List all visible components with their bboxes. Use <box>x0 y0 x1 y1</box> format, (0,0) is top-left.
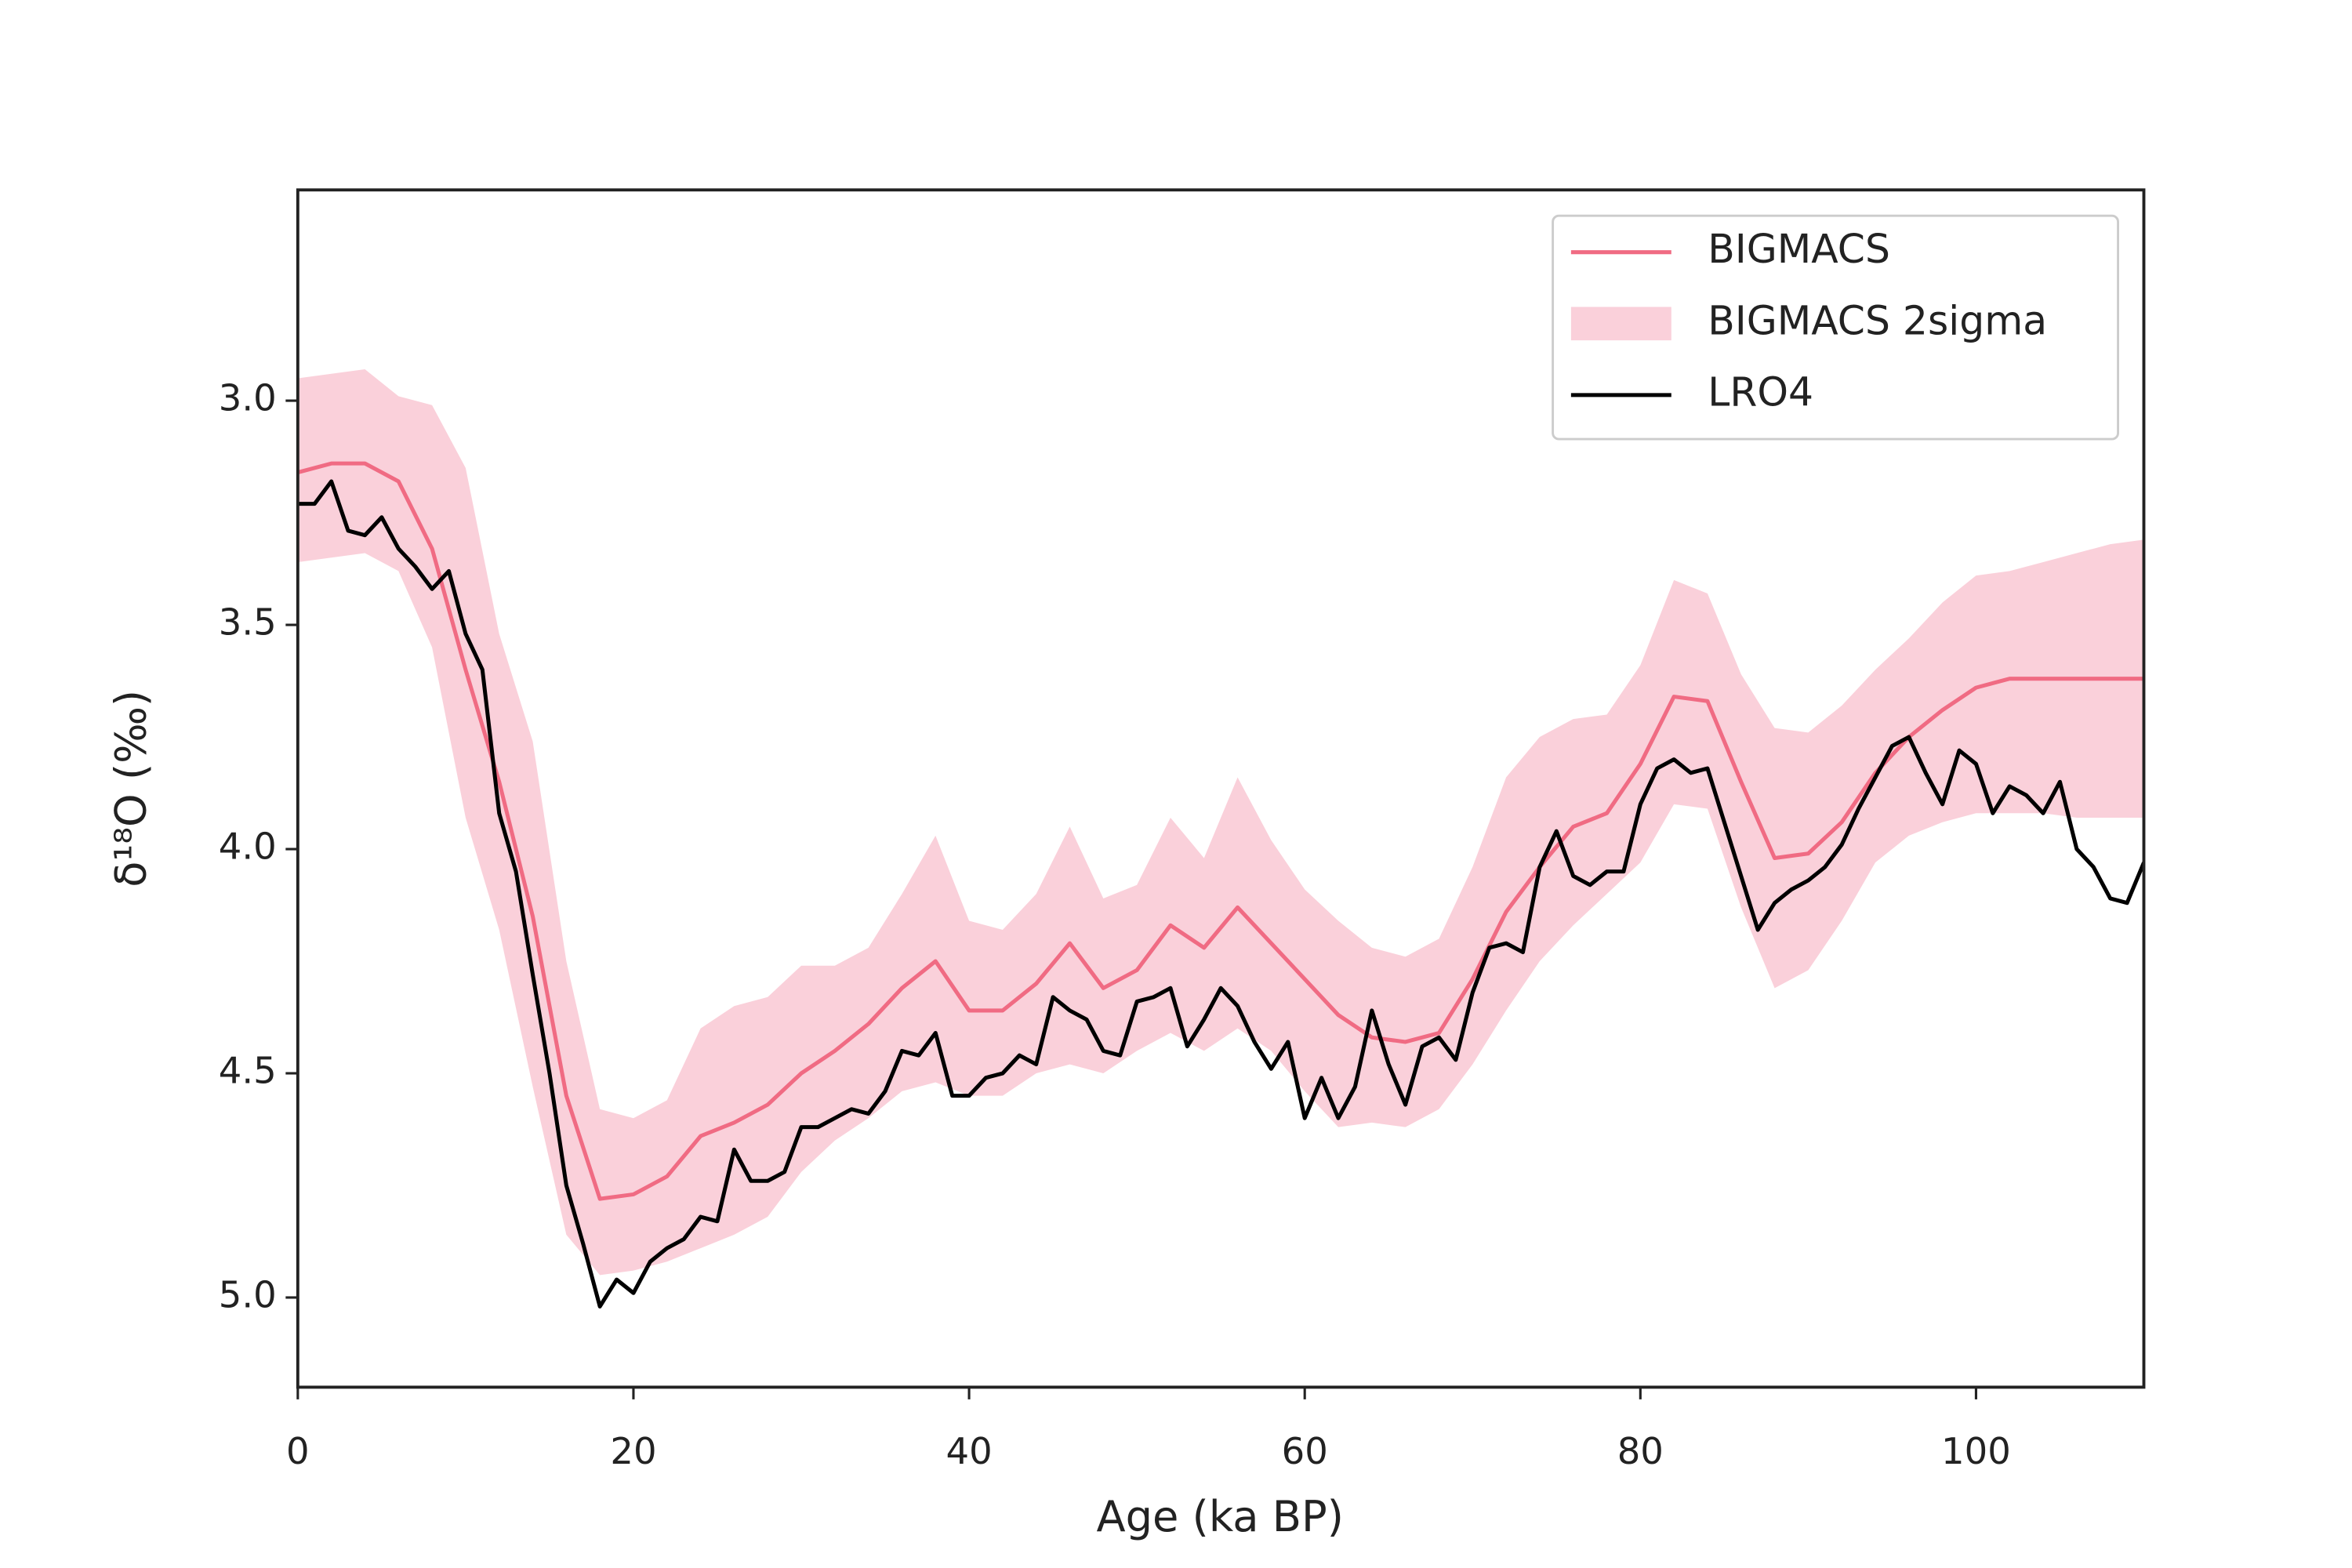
y-tick-label: 4.5 <box>219 1050 277 1092</box>
legend-swatch <box>1570 307 1671 341</box>
y-tick-label: 3.0 <box>219 377 277 419</box>
y-tick-label: 5.0 <box>219 1273 277 1316</box>
y-tick-label: 4.0 <box>219 826 277 868</box>
legend-label: BIGMACS 2sigma <box>1708 297 2047 343</box>
x-tick-label: 0 <box>286 1430 310 1472</box>
x-axis-label: Age (ka BP) <box>1097 1492 1344 1541</box>
y-tick-label: 3.5 <box>219 601 277 644</box>
x-tick-label: 40 <box>946 1430 992 1472</box>
x-tick-label: 80 <box>1617 1430 1664 1472</box>
x-tick-label: 20 <box>610 1430 656 1472</box>
x-tick-label: 100 <box>1941 1430 2011 1472</box>
legend-label: LRO4 <box>1708 368 1813 415</box>
series-line <box>297 461 2144 1201</box>
series-line <box>297 479 2144 1308</box>
legend-box <box>1552 214 2120 441</box>
uncertainty-band <box>297 369 2144 1276</box>
legend-label: BIGMACS <box>1708 226 1890 272</box>
plot-frame <box>296 188 2146 1389</box>
y-axis-label: δ¹⁸O (‰) <box>107 690 156 887</box>
x-tick-label: 60 <box>1282 1430 1328 1472</box>
